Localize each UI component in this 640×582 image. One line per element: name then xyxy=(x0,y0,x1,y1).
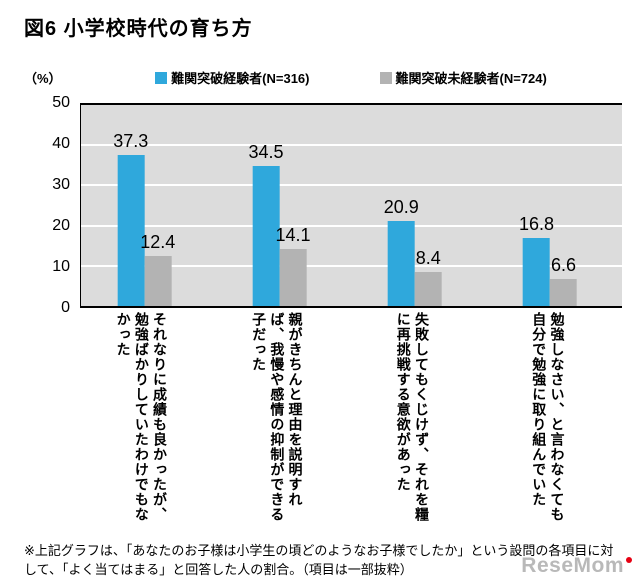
bar-experienced: 37.3 xyxy=(113,131,148,306)
watermark-logo: ReseMom xyxy=(521,554,632,578)
category-label: 失敗してもくじけず、それを糧に再挑戦する意欲があった xyxy=(395,312,430,522)
bar-inexperienced: 14.1 xyxy=(276,225,311,306)
gridline xyxy=(81,184,622,187)
category-cell: 失敗してもくじけず、それを糧に再挑戦する意欲があった xyxy=(351,312,487,534)
y-axis-unit-label: （%） xyxy=(24,71,62,86)
legend-item-inexperienced: 難関突破未経験者(N=724) xyxy=(379,68,547,87)
y-tick-label: 0 xyxy=(61,299,70,316)
value-label: 34.5 xyxy=(248,141,284,162)
bar-group: 37.3 12.4 xyxy=(81,105,216,306)
bar-pair: 37.3 12.4 xyxy=(113,131,175,306)
y-tick-label: 30 xyxy=(52,176,70,193)
bar-experienced: 34.5 xyxy=(249,142,284,306)
category-cell: 親がきちんと理由を説明すれば、我慢や感情の抑制ができる子だった xyxy=(216,312,352,534)
bar-inexperienced: 8.4 xyxy=(414,248,442,306)
category-label: 勉強しなさい、と言わなくても自分で勉強に取り組んでいた xyxy=(531,312,566,522)
category-label: それなりに成績も良かったが、勉強ばかりしていたわけでもなかった xyxy=(115,312,169,522)
footnote-text: ※上記グラフは、「あなたのお子様は小学生の頃どのようなお子様でしたか」という設問… xyxy=(24,543,614,577)
legend-label-experienced: 難関突破経験者(N=316) xyxy=(171,71,310,86)
legend-item-experienced: 難関突破経験者(N=316) xyxy=(155,68,310,87)
gridline xyxy=(81,144,622,147)
value-label: 12.4 xyxy=(140,231,176,252)
category-cell: 勉強しなさい、と言わなくても自分で勉強に取り組んでいた xyxy=(487,312,623,534)
legend-swatch-experienced xyxy=(155,71,168,84)
plot-area: 37.3 12.4 34.5 14.1 20.9 8.4 16.8 6.6 xyxy=(80,103,622,308)
y-tick-label: 50 xyxy=(52,94,70,111)
value-label: 6.6 xyxy=(551,255,577,276)
chart-area: 50 40 30 20 10 0 37.3 12.4 34.5 14.1 20.9 8.4 16.8 6… xyxy=(24,94,622,316)
bar-group: 34.5 14.1 xyxy=(216,105,351,306)
legend-swatch-inexperienced xyxy=(379,71,392,84)
category-cell: それなりに成績も良かったが、勉強ばかりしていたわけでもなかった xyxy=(80,312,216,534)
value-label: 14.1 xyxy=(275,224,311,245)
legend-label-inexperienced: 難関突破未経験者(N=724) xyxy=(395,71,547,86)
y-tick-label: 40 xyxy=(52,135,70,152)
chart-title: 図6 小学校時代の育ち方 xyxy=(24,18,253,40)
value-label: 16.8 xyxy=(519,213,555,234)
bar-pair: 16.8 6.6 xyxy=(519,214,578,306)
category-label: 親がきちんと理由を説明すれば、我慢や感情の抑制ができる子だった xyxy=(251,312,304,522)
bar-experienced: 20.9 xyxy=(384,197,419,306)
y-tick-label: 10 xyxy=(52,258,70,275)
legend: 難関突破経験者(N=316) 難関突破未経験者(N=724) xyxy=(80,68,622,87)
watermark-text: ReseMom xyxy=(521,554,624,577)
y-tick-label: 20 xyxy=(52,217,70,234)
bar-group: 16.8 6.6 xyxy=(487,105,622,306)
bar-inexperienced: 12.4 xyxy=(140,232,175,306)
value-label: 8.4 xyxy=(415,247,441,268)
bar-pair: 20.9 8.4 xyxy=(384,197,442,306)
bar-groups: 37.3 12.4 34.5 14.1 20.9 8.4 16.8 6.6 xyxy=(81,105,622,306)
bar-pair: 34.5 14.1 xyxy=(249,142,311,306)
gridline xyxy=(81,224,622,227)
y-axis: 50 40 30 20 10 0 xyxy=(24,94,80,316)
legend-row: （%） 難関突破経験者(N=316) 難関突破未経験者(N=724) xyxy=(24,67,622,87)
category-labels: それなりに成績も良かったが、勉強ばかりしていたわけでもなかった 親がきちんと理由を… xyxy=(80,312,622,534)
bar-group: 20.9 8.4 xyxy=(352,105,487,306)
value-label: 37.3 xyxy=(113,130,149,151)
gridline xyxy=(81,264,622,267)
value-label: 20.9 xyxy=(383,197,419,218)
watermark-red-dot-icon xyxy=(626,557,632,563)
bar-experienced: 16.8 xyxy=(519,214,554,306)
bar-inexperienced: 6.6 xyxy=(550,255,578,306)
